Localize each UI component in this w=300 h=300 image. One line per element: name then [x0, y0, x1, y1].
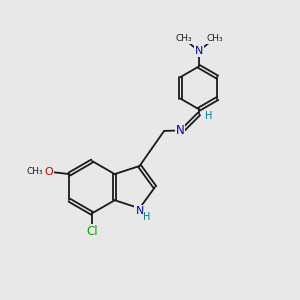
Text: H: H — [205, 111, 212, 122]
Text: N: N — [195, 46, 203, 56]
Text: O: O — [44, 167, 53, 177]
Text: H: H — [143, 212, 151, 222]
Text: CH₃: CH₃ — [26, 167, 43, 176]
Text: Cl: Cl — [86, 225, 98, 238]
Text: CH₃: CH₃ — [206, 34, 223, 43]
Text: N: N — [135, 206, 144, 216]
Text: CH₃: CH₃ — [175, 34, 192, 43]
Text: N: N — [176, 124, 184, 137]
